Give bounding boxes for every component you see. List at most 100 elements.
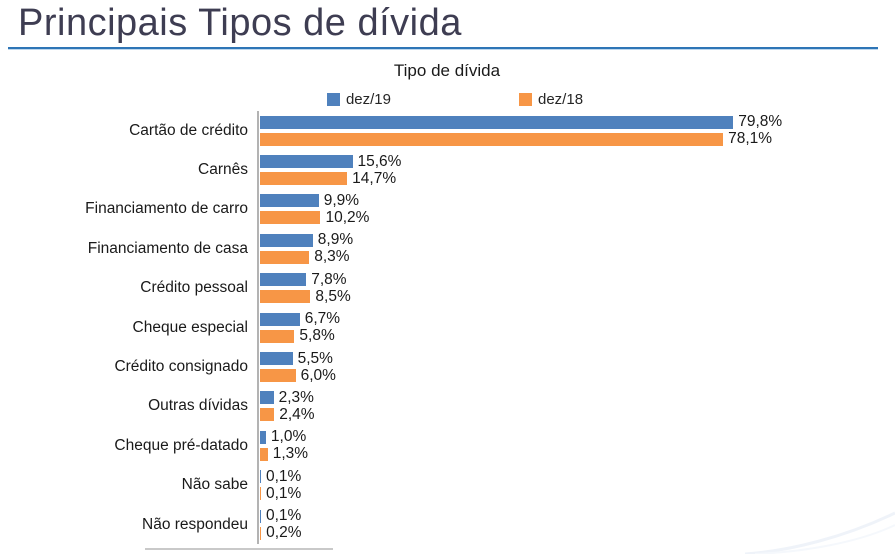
category-label: Financiamento de casa [87,239,248,257]
value-label: 78,1% [728,130,773,148]
value-label: 1,0% [270,428,307,446]
chart-row: Não respondeu 0,1% 0,2% [0,505,880,544]
category-label: Carnês [198,161,248,179]
chart-row: Crédito consignado 5,5% 6,0% [0,347,880,386]
chart-row: Não sabe 0,1% 0,1% [0,466,880,505]
page-title: Principais Tipos de dívida [18,2,462,44]
value-label: 0,1% [266,484,302,502]
barline-dez18: 0,1% [260,484,880,502]
barline-dez18: 1,3% [260,445,880,463]
bar-dez18 [260,447,268,461]
value-label: 0,1% [266,467,302,485]
bar-group: 0,1% 0,1% [258,466,880,505]
bar-dez19 [260,155,353,169]
chart-row: Outras dívidas 2,3% 2,4% [0,387,880,426]
value-label: 0,2% [266,524,302,542]
category-label: Não sabe [181,476,248,494]
category-label: Cheque especial [132,318,248,336]
bar-dez19 [260,312,300,326]
legend-item-dez18: dez/18 [519,91,583,108]
value-label: 2,4% [279,405,315,423]
bar-dez18 [260,290,311,304]
bar-dez18 [260,526,262,540]
value-label: 79,8% [738,113,783,131]
bar-group: 0,1% 0,2% [258,505,880,544]
category-label: Cartão de crédito [129,121,248,139]
barline-dez18: 10,2% [260,208,880,226]
barline-dez18: 2,4% [260,405,880,423]
chart-title: Tipo de dívida [393,61,501,80]
value-label: 6,0% [300,366,336,384]
value-label: 5,5% [297,349,333,367]
value-label: 6,7% [304,310,341,328]
bar-dez19 [260,233,313,247]
category-axis-line [257,111,259,545]
value-label: 15,6% [357,152,402,170]
bar-group: 15,6% 14,7% [258,150,880,189]
bar-dez19 [260,273,307,287]
legend-label: dez/18 [538,90,584,108]
barline-dez19: 79,8% [260,113,880,131]
barline-dez19: 0,1% [260,467,880,485]
chart-row: Carnês 15,6% 14,7% [0,150,880,189]
bar-dez18 [260,329,295,343]
value-label: 1,3% [272,445,309,463]
chart-row: Financiamento de carro 9,9% 10,2% [0,190,880,229]
barline-dez19: 15,6% [260,152,880,170]
value-label: 5,8% [299,327,335,345]
bar-group: 5,5% 6,0% [258,347,880,386]
bar-dez18 [260,172,348,186]
barline-dez18: 8,3% [260,248,880,266]
category-label: Financiamento de carro [85,200,248,218]
bottom-divider [145,548,333,550]
bar-dez19 [260,430,266,444]
legend-swatch-dez18 [519,92,532,106]
bar-dez18 [260,132,724,146]
value-label: 10,2% [325,208,370,226]
value-label: 8,3% [314,248,350,266]
barline-dez19: 9,9% [260,191,880,209]
chart-row: Cheque pré-datado 1,0% 1,3% [0,426,880,465]
bar-dez19 [260,352,293,366]
barline-dez19: 8,9% [260,232,880,248]
value-label: 14,7% [352,169,397,187]
barline-dez18: 8,5% [260,287,880,305]
bar-group: 9,9% 10,2% [258,190,880,229]
barline-dez18: 0,2% [260,524,880,542]
category-label: Crédito pessoal [140,279,248,297]
chart-row: Crédito pessoal 7,8% 8,5% [0,269,880,308]
bar-group: 1,0% 1,3% [258,426,880,465]
value-label: 2,3% [278,388,314,406]
barline-dez18: 14,7% [260,169,880,187]
bar-dez18 [260,250,310,264]
bar-group: 79,8% 78,1% [258,111,880,150]
value-label: 9,9% [323,191,360,209]
barline-dez19: 1,0% [260,428,880,446]
legend-swatch-dez19 [326,92,340,106]
bar-dez18 [260,211,321,225]
chart-row: Financiamento de casa 8,9% 8,3% [0,229,880,268]
bar-group: 6,7% 5,8% [258,308,880,347]
bar-dez19 [260,115,734,129]
chart-legend: dez/19 dez/18 [15,91,895,108]
bar-dez19 [260,470,261,484]
barline-dez18: 78,1% [260,130,880,148]
value-label: 7,8% [311,270,347,288]
barline-dez18: 6,0% [260,366,880,384]
bar-group: 2,3% 2,4% [258,387,880,426]
bar-group: 7,8% 8,5% [258,269,880,308]
title-underline [8,47,878,50]
bar-group: 8,9% 8,3% [258,229,880,268]
bar-dez18 [260,369,296,383]
barline-dez19: 7,8% [260,270,880,288]
category-label: Não respondeu [142,515,248,533]
bar-chart: Tipo de dívida dez/19 dez/18 Cartão de c… [0,55,880,545]
barline-dez18: 5,8% [260,327,880,345]
value-label: 0,1% [266,507,302,525]
bar-dez19 [260,391,274,405]
category-label: Crédito consignado [114,358,248,376]
value-label: 8,5% [315,287,351,305]
barline-dez19: 6,7% [260,310,880,328]
chart-row: Cartão de crédito 79,8% 78,1% [0,111,880,150]
